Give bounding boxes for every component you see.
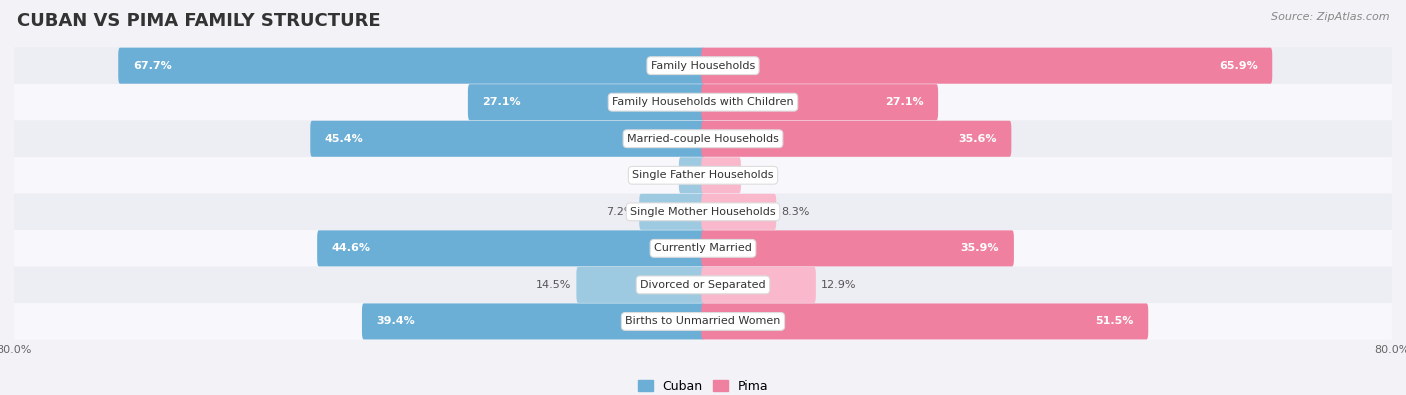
Text: Single Mother Households: Single Mother Households bbox=[630, 207, 776, 217]
Text: 44.6%: 44.6% bbox=[332, 243, 371, 253]
Text: CUBAN VS PIMA FAMILY STRUCTURE: CUBAN VS PIMA FAMILY STRUCTURE bbox=[17, 12, 381, 30]
Text: 8.3%: 8.3% bbox=[782, 207, 810, 217]
Text: 45.4%: 45.4% bbox=[325, 134, 364, 144]
Text: 27.1%: 27.1% bbox=[482, 97, 522, 107]
FancyBboxPatch shape bbox=[702, 230, 1014, 266]
Legend: Cuban, Pima: Cuban, Pima bbox=[633, 375, 773, 395]
FancyBboxPatch shape bbox=[702, 267, 815, 303]
Text: 35.6%: 35.6% bbox=[957, 134, 997, 144]
FancyBboxPatch shape bbox=[311, 121, 704, 157]
FancyBboxPatch shape bbox=[702, 48, 1272, 84]
Text: Married-couple Households: Married-couple Households bbox=[627, 134, 779, 144]
FancyBboxPatch shape bbox=[702, 194, 776, 230]
FancyBboxPatch shape bbox=[679, 157, 704, 193]
Text: 7.2%: 7.2% bbox=[606, 207, 634, 217]
Text: 12.9%: 12.9% bbox=[821, 280, 856, 290]
Text: Single Father Households: Single Father Households bbox=[633, 170, 773, 180]
FancyBboxPatch shape bbox=[576, 267, 704, 303]
FancyBboxPatch shape bbox=[14, 157, 1392, 194]
Text: 67.7%: 67.7% bbox=[134, 61, 172, 71]
FancyBboxPatch shape bbox=[640, 194, 704, 230]
Text: 35.9%: 35.9% bbox=[960, 243, 1000, 253]
Text: Births to Unmarried Women: Births to Unmarried Women bbox=[626, 316, 780, 326]
Text: 2.6%: 2.6% bbox=[645, 170, 673, 180]
Text: 51.5%: 51.5% bbox=[1095, 316, 1133, 326]
FancyBboxPatch shape bbox=[14, 120, 1392, 157]
FancyBboxPatch shape bbox=[361, 303, 704, 339]
FancyBboxPatch shape bbox=[14, 267, 1392, 303]
Text: 65.9%: 65.9% bbox=[1219, 61, 1257, 71]
Text: Family Households: Family Households bbox=[651, 61, 755, 71]
FancyBboxPatch shape bbox=[14, 303, 1392, 340]
FancyBboxPatch shape bbox=[14, 230, 1392, 267]
FancyBboxPatch shape bbox=[702, 303, 1149, 339]
FancyBboxPatch shape bbox=[468, 84, 704, 120]
FancyBboxPatch shape bbox=[702, 157, 741, 193]
FancyBboxPatch shape bbox=[14, 47, 1392, 84]
Text: Divorced or Separated: Divorced or Separated bbox=[640, 280, 766, 290]
Text: Family Households with Children: Family Households with Children bbox=[612, 97, 794, 107]
FancyBboxPatch shape bbox=[702, 121, 1011, 157]
FancyBboxPatch shape bbox=[14, 194, 1392, 230]
Text: 27.1%: 27.1% bbox=[884, 97, 924, 107]
Text: Currently Married: Currently Married bbox=[654, 243, 752, 253]
FancyBboxPatch shape bbox=[702, 84, 938, 120]
FancyBboxPatch shape bbox=[14, 84, 1392, 120]
Text: 14.5%: 14.5% bbox=[536, 280, 571, 290]
FancyBboxPatch shape bbox=[318, 230, 704, 266]
Text: 39.4%: 39.4% bbox=[377, 316, 415, 326]
Text: Source: ZipAtlas.com: Source: ZipAtlas.com bbox=[1271, 12, 1389, 22]
FancyBboxPatch shape bbox=[118, 48, 704, 84]
Text: 4.2%: 4.2% bbox=[747, 170, 775, 180]
